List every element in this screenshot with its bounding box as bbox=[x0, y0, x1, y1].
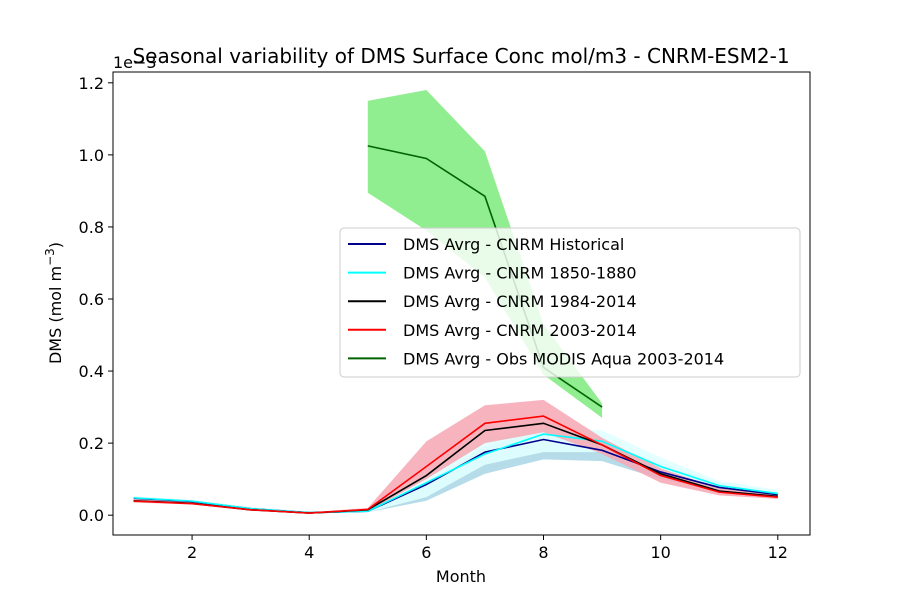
legend: DMS Avrg - CNRM Historical DMS Avrg - CNR… bbox=[339, 227, 801, 378]
x-tick-label: 4 bbox=[304, 543, 314, 562]
y-tick-label: 0.6 bbox=[79, 290, 104, 309]
y-axis-label: DMS (mol m−3) bbox=[43, 242, 65, 364]
y-tick-label: 0.8 bbox=[79, 218, 104, 237]
x-tick-label: 12 bbox=[768, 543, 788, 562]
y-tick-label: 0.0 bbox=[79, 506, 104, 525]
legend-entry-label: DMS Avrg - CNRM 1984-2014 bbox=[403, 292, 637, 311]
x-tick-label: 10 bbox=[650, 543, 670, 562]
y-tick-label: 1.0 bbox=[79, 146, 104, 165]
x-tick-label: 2 bbox=[187, 543, 197, 562]
y-axis-label-superscript: −3 bbox=[43, 248, 57, 266]
y-axis-label-end: ) bbox=[46, 242, 65, 248]
chart-title: Seasonal variability of DMS Surface Conc… bbox=[132, 44, 789, 68]
series-line-1 bbox=[133, 433, 778, 514]
y-tick-label: 0.4 bbox=[79, 362, 104, 381]
series-line-4 bbox=[367, 145, 603, 408]
y-tick-label: 1.2 bbox=[79, 74, 104, 93]
y-tick-label: 0.2 bbox=[79, 434, 104, 453]
legend-entry-label: DMS Avrg - CNRM 2003-2014 bbox=[403, 321, 637, 340]
band-2003 bbox=[133, 399, 778, 514]
x-axis-ticks: 2 4 6 8 10 12 bbox=[187, 535, 788, 562]
legend-entry-label: DMS Avrg - CNRM 1850-1880 bbox=[403, 264, 637, 283]
y-offset-label: 1e−3 bbox=[113, 53, 157, 72]
plot-frame bbox=[112, 71, 811, 536]
series-line-3 bbox=[133, 415, 778, 514]
y-axis-label-main: DMS (mol m bbox=[46, 266, 65, 364]
y-axis-ticks: 0.0 0.2 0.4 0.6 0.8 1.0 1.2 bbox=[79, 74, 113, 525]
legend-entry-label: DMS Avrg - Obs MODIS Aqua 2003-2014 bbox=[403, 349, 724, 368]
x-tick-label: 8 bbox=[538, 543, 548, 562]
x-tick-label: 6 bbox=[421, 543, 431, 562]
legend-box bbox=[339, 227, 801, 378]
x-axis-label: Month bbox=[436, 567, 486, 586]
legend-entry-label: DMS Avrg - CNRM Historical bbox=[403, 235, 624, 254]
